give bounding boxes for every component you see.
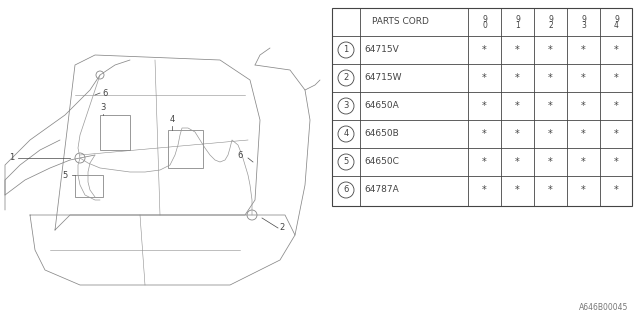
Text: 2: 2 [344, 74, 349, 83]
Text: 3: 3 [100, 103, 106, 113]
Text: *: * [614, 185, 619, 195]
Text: *: * [548, 73, 553, 83]
Text: *: * [581, 101, 586, 111]
Text: *: * [614, 129, 619, 139]
Text: *: * [482, 101, 487, 111]
Text: 9: 9 [581, 14, 586, 23]
Text: *: * [482, 129, 487, 139]
Text: 6: 6 [102, 89, 108, 98]
Text: 3: 3 [343, 101, 349, 110]
Text: 4: 4 [344, 130, 349, 139]
Text: *: * [614, 45, 619, 55]
Text: 2: 2 [280, 223, 285, 233]
Text: 3: 3 [581, 21, 586, 30]
Text: *: * [482, 157, 487, 167]
Text: 5: 5 [62, 171, 68, 180]
Text: 6: 6 [343, 186, 349, 195]
Text: 9: 9 [482, 14, 487, 23]
Text: 64650C: 64650C [364, 157, 399, 166]
Text: *: * [482, 45, 487, 55]
Text: 5: 5 [344, 157, 349, 166]
Text: *: * [548, 129, 553, 139]
Text: 64787A: 64787A [364, 186, 399, 195]
Text: *: * [515, 45, 520, 55]
Bar [100, 115, 130, 150]
Text: *: * [482, 73, 487, 83]
Text: 64650A: 64650A [364, 101, 399, 110]
Text: *: * [614, 157, 619, 167]
Text: 6: 6 [237, 150, 243, 159]
Text: *: * [614, 73, 619, 83]
Text: 1: 1 [10, 154, 15, 163]
Text: *: * [548, 45, 553, 55]
Text: 4: 4 [614, 21, 619, 30]
Text: 1: 1 [344, 45, 349, 54]
Text: 64715W: 64715W [364, 74, 401, 83]
Text: 64715V: 64715V [364, 45, 399, 54]
Text: *: * [581, 157, 586, 167]
Bar [168, 130, 203, 168]
Text: *: * [581, 129, 586, 139]
Text: 9: 9 [614, 14, 619, 23]
Bar [332, 8, 632, 206]
Text: 64650B: 64650B [364, 130, 399, 139]
Text: A646B00045: A646B00045 [579, 303, 628, 312]
Text: 1: 1 [515, 21, 520, 30]
Text: 9: 9 [548, 14, 553, 23]
Text: *: * [581, 185, 586, 195]
Text: 0: 0 [482, 21, 487, 30]
Text: *: * [515, 101, 520, 111]
Text: *: * [515, 185, 520, 195]
Text: *: * [515, 129, 520, 139]
Text: *: * [548, 101, 553, 111]
Text: PARTS CORD: PARTS CORD [372, 18, 428, 27]
Text: *: * [581, 73, 586, 83]
Text: *: * [482, 185, 487, 195]
Bar [75, 175, 103, 197]
Text: *: * [548, 185, 553, 195]
Text: *: * [581, 45, 586, 55]
Text: *: * [515, 73, 520, 83]
Text: *: * [548, 157, 553, 167]
Text: 2: 2 [548, 21, 553, 30]
Text: *: * [515, 157, 520, 167]
Text: 9: 9 [515, 14, 520, 23]
Text: *: * [614, 101, 619, 111]
Text: 4: 4 [170, 116, 175, 124]
